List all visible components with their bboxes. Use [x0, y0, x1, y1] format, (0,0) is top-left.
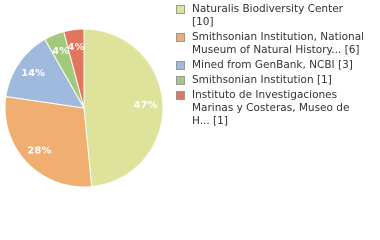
slice-label: 47%: [134, 100, 158, 111]
slice-label: 28%: [27, 146, 51, 157]
pie-slice: [4, 95, 93, 188]
legend-label: Smithsonian Institution [1]: [192, 74, 332, 86]
legend-item: Smithsonian Institution, National Museum…: [176, 31, 366, 57]
legend-label: Instituto de Investigaciones Marinas y C…: [192, 89, 350, 127]
pie-slice: [63, 28, 85, 109]
slice-label: 14%: [21, 68, 45, 79]
legend-item: Smithsonian Institution [1]: [176, 74, 366, 87]
legend-swatch: [176, 5, 185, 14]
legend-swatch: [176, 91, 185, 100]
legend-label: Naturalis Biodiversity Center [10]: [192, 3, 343, 28]
legend-swatch: [176, 76, 185, 85]
pie-slice: [5, 38, 85, 109]
legend-item: Naturalis Biodiversity Center [10]: [176, 3, 366, 29]
slice-label: 4%: [52, 46, 69, 57]
legend-item: Mined from GenBank, NCBI [3]: [176, 59, 366, 72]
legend: Naturalis Biodiversity Center [10] Smiths…: [176, 3, 366, 130]
legend-swatch: [176, 33, 185, 42]
slice-label: 4%: [68, 42, 85, 53]
legend-label: Smithsonian Institution, National Museum…: [192, 31, 365, 56]
legend-label: Mined from GenBank, NCBI [3]: [192, 59, 353, 71]
legend-swatch: [176, 61, 185, 70]
pie-slice: [83, 28, 164, 188]
legend-item: Instituto de Investigaciones Marinas y C…: [176, 89, 366, 128]
